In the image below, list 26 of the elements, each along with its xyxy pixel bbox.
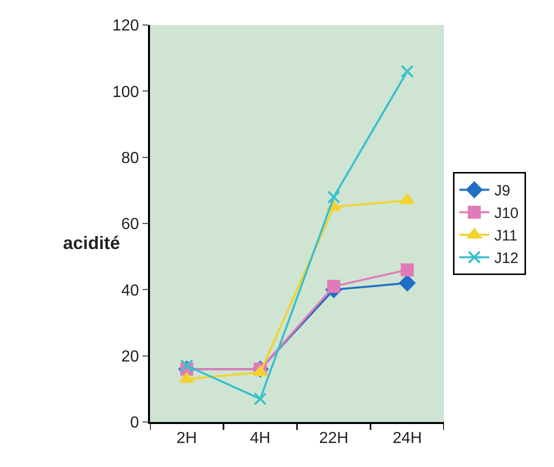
y-axis-title: acidité [63, 233, 120, 253]
y-tick-label: 80 [121, 150, 140, 167]
x-tick-label: 24H [392, 430, 422, 447]
point [400, 263, 414, 276]
y-tick-label: 0 [130, 414, 140, 432]
x-tick-label: 22H [319, 430, 348, 447]
legend-label: J12 [494, 250, 519, 268]
point [252, 366, 268, 376]
point [179, 372, 194, 383]
y-tick-label: 40 [121, 282, 140, 300]
point [254, 392, 267, 406]
y-tick-label: 60 [121, 216, 140, 234]
y-tick-label: 20 [121, 348, 140, 366]
y-tick-label: 100 [112, 84, 140, 101]
point [400, 64, 414, 78]
point [327, 280, 340, 293]
legend-label: J9 [494, 182, 510, 200]
x-tick-label: 2H [176, 430, 197, 447]
point [400, 194, 415, 204]
legend-label: J10 [494, 205, 519, 222]
point [180, 359, 194, 372]
y-tick-label: 120 [112, 18, 140, 35]
point [327, 190, 340, 204]
x-tick-label: 4H [250, 430, 270, 447]
point [399, 274, 416, 292]
legend-label: J11 [494, 228, 518, 245]
